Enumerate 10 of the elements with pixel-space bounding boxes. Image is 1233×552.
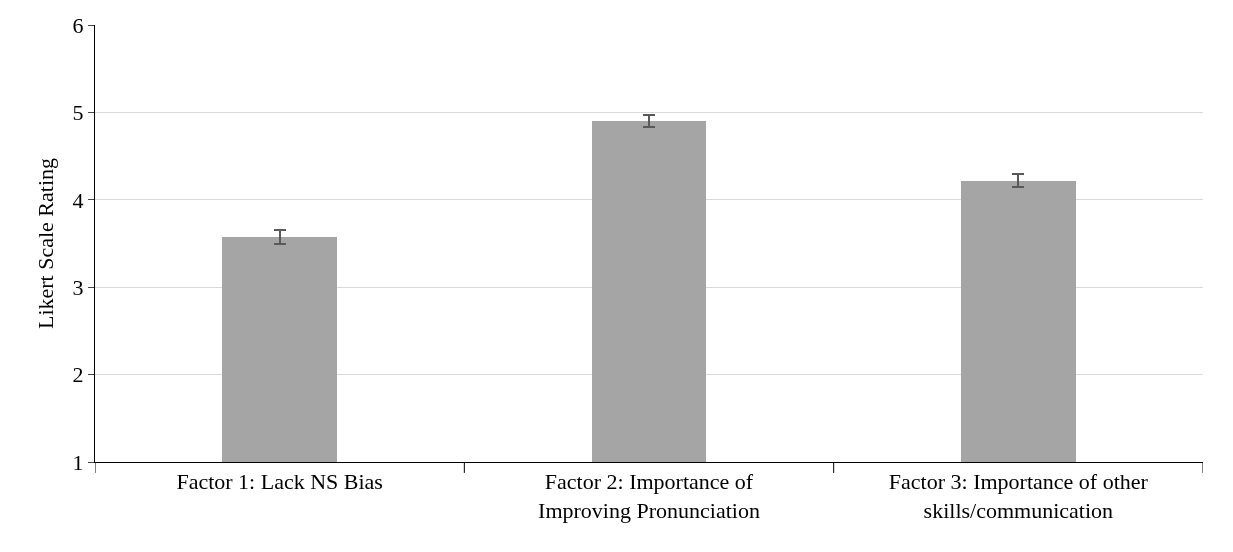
y-tick-label: 6 [72, 12, 84, 38]
y-tick-label: 3 [72, 274, 84, 300]
x-tick-label: Factor 1: Lack NS Bias [176, 469, 383, 495]
y-tick-label: 5 [72, 100, 84, 126]
y-axis-title: Likert Scale Rating [33, 157, 59, 330]
x-tick-label: Factor 2: Importance of Improving Pronunciation [538, 469, 760, 523]
x-tick-label: Factor 3: Importance of other skills/communication [888, 469, 1149, 523]
y-tick-label: 2 [72, 362, 84, 388]
y-tick-label: 1 [72, 449, 84, 475]
y-tick-label: 4 [72, 187, 84, 213]
